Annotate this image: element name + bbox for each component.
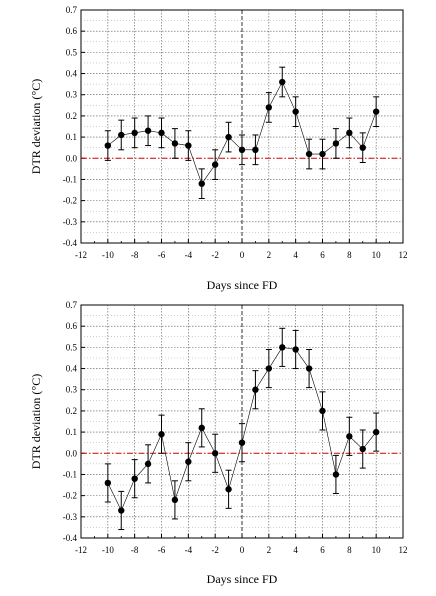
x-axis-title: Days since FD bbox=[207, 278, 278, 292]
y-tick-label: -0.2 bbox=[63, 491, 77, 501]
x-tick-label: 6 bbox=[320, 250, 325, 260]
data-point bbox=[359, 445, 366, 453]
data-point bbox=[279, 344, 286, 351]
y-tick-label: 0.7 bbox=[66, 300, 78, 310]
x-tick-label: 8 bbox=[347, 250, 352, 260]
x-tick-label: 4 bbox=[293, 545, 298, 555]
x-tick-label: 10 bbox=[372, 545, 382, 555]
data-point bbox=[118, 131, 125, 139]
x-tick-label: 12 bbox=[399, 250, 408, 260]
data-point bbox=[131, 475, 138, 482]
data-point bbox=[211, 161, 219, 168]
y-tick-label: 0.5 bbox=[66, 342, 78, 352]
y-tick-label: -0.4 bbox=[63, 533, 78, 543]
y-tick-label: 0.1 bbox=[66, 132, 77, 142]
y-tick-label: 0.7 bbox=[66, 5, 78, 15]
y-tick-label: 0.4 bbox=[66, 364, 78, 374]
data-point bbox=[319, 407, 326, 415]
x-tick-label: -12 bbox=[75, 545, 87, 555]
x-tick-label: -12 bbox=[75, 250, 87, 260]
data-point bbox=[332, 471, 340, 478]
x-tick-label: 6 bbox=[320, 545, 325, 555]
x-tick-label: -2 bbox=[211, 545, 219, 555]
x-tick-label: 0 bbox=[240, 250, 245, 260]
data-point bbox=[292, 346, 299, 353]
data-point bbox=[225, 486, 232, 493]
x-tick-label: -4 bbox=[185, 250, 193, 260]
data-point bbox=[118, 507, 125, 514]
data-point bbox=[185, 458, 192, 465]
data-point bbox=[104, 142, 112, 149]
x-tick-label: 12 bbox=[399, 545, 408, 555]
data-point bbox=[346, 129, 353, 137]
data-point bbox=[305, 365, 313, 372]
data-point bbox=[265, 365, 273, 372]
x-tick-label: -2 bbox=[211, 250, 219, 260]
y-tick-label: 0.3 bbox=[66, 385, 78, 395]
data-point bbox=[144, 460, 152, 468]
data-point bbox=[265, 104, 273, 111]
data-point bbox=[211, 450, 219, 457]
data-point bbox=[171, 140, 179, 147]
data-point bbox=[238, 146, 246, 153]
x-tick-label: 2 bbox=[267, 545, 272, 555]
y-tick-label: -0.3 bbox=[63, 217, 78, 227]
y-tick-label: 0.0 bbox=[66, 448, 78, 458]
data-point bbox=[104, 479, 112, 487]
data-point bbox=[279, 78, 286, 86]
data-point bbox=[198, 180, 205, 187]
data-point bbox=[292, 108, 299, 115]
data-point bbox=[305, 150, 313, 158]
chart-panel-top: -0.4 -0.3 -0.2 -0.1 0.0 0.1 0.2 0.3 0.4 0.5 0.6 0.7… bbox=[29, 5, 408, 292]
data-point bbox=[252, 146, 259, 153]
y-tick-label: 0.6 bbox=[66, 26, 78, 36]
x-tick-label: 8 bbox=[347, 545, 352, 555]
data-point bbox=[225, 133, 232, 141]
y-tick-label: 0.2 bbox=[66, 406, 77, 416]
y-tick-label: -0.1 bbox=[63, 174, 77, 184]
x-tick-label: -10 bbox=[102, 545, 114, 555]
data-point bbox=[158, 431, 165, 438]
x-tick-label: 2 bbox=[267, 250, 272, 260]
y-tick-label: 0.5 bbox=[66, 47, 78, 57]
data-point bbox=[372, 428, 380, 436]
chart-panel-bottom: -0.4 -0.3 -0.2 -0.1 0.0 0.1 0.2 0.3 0.4 0.5 0.6 0.7… bbox=[29, 300, 408, 586]
data-point bbox=[131, 129, 138, 137]
x-tick-label: 10 bbox=[372, 250, 382, 260]
y-tick-label: -0.4 bbox=[63, 238, 78, 248]
x-tick-label: -6 bbox=[158, 545, 166, 555]
data-point bbox=[372, 108, 380, 115]
data-point bbox=[319, 150, 326, 158]
x-axis-title: Days since FD bbox=[207, 572, 278, 586]
data-point bbox=[332, 140, 340, 147]
data-point bbox=[252, 386, 259, 393]
y-tick-label: -0.2 bbox=[63, 196, 77, 206]
y-tick-label: -0.3 bbox=[63, 512, 78, 522]
data-point bbox=[198, 424, 205, 432]
y-tick-label: 0.1 bbox=[66, 427, 77, 437]
y-axis-title: DTR deviation (°C) bbox=[29, 374, 43, 469]
y-tick-label: 0.2 bbox=[66, 111, 77, 121]
data-point bbox=[158, 129, 165, 137]
x-tick-label: -8 bbox=[131, 250, 139, 260]
y-tick-label: 0.3 bbox=[66, 90, 78, 100]
y-axis-title: DTR deviation (°C) bbox=[29, 79, 43, 174]
y-tick-label: 0.0 bbox=[66, 153, 78, 163]
y-tick-label: 0.6 bbox=[66, 321, 78, 331]
data-point bbox=[238, 439, 246, 446]
y-tick-label: -0.1 bbox=[63, 469, 77, 479]
data-point bbox=[185, 142, 192, 149]
data-point bbox=[346, 433, 353, 440]
x-tick-label: 4 bbox=[293, 250, 298, 260]
x-tick-label: -4 bbox=[185, 545, 193, 555]
x-tick-label: 0 bbox=[240, 545, 245, 555]
data-point bbox=[171, 496, 179, 504]
data-point bbox=[359, 144, 366, 151]
y-tick-label: 0.4 bbox=[66, 69, 78, 79]
data-point bbox=[144, 127, 152, 134]
x-tick-label: -6 bbox=[158, 250, 166, 260]
x-tick-label: -8 bbox=[131, 545, 139, 555]
x-tick-label: -10 bbox=[102, 250, 114, 260]
